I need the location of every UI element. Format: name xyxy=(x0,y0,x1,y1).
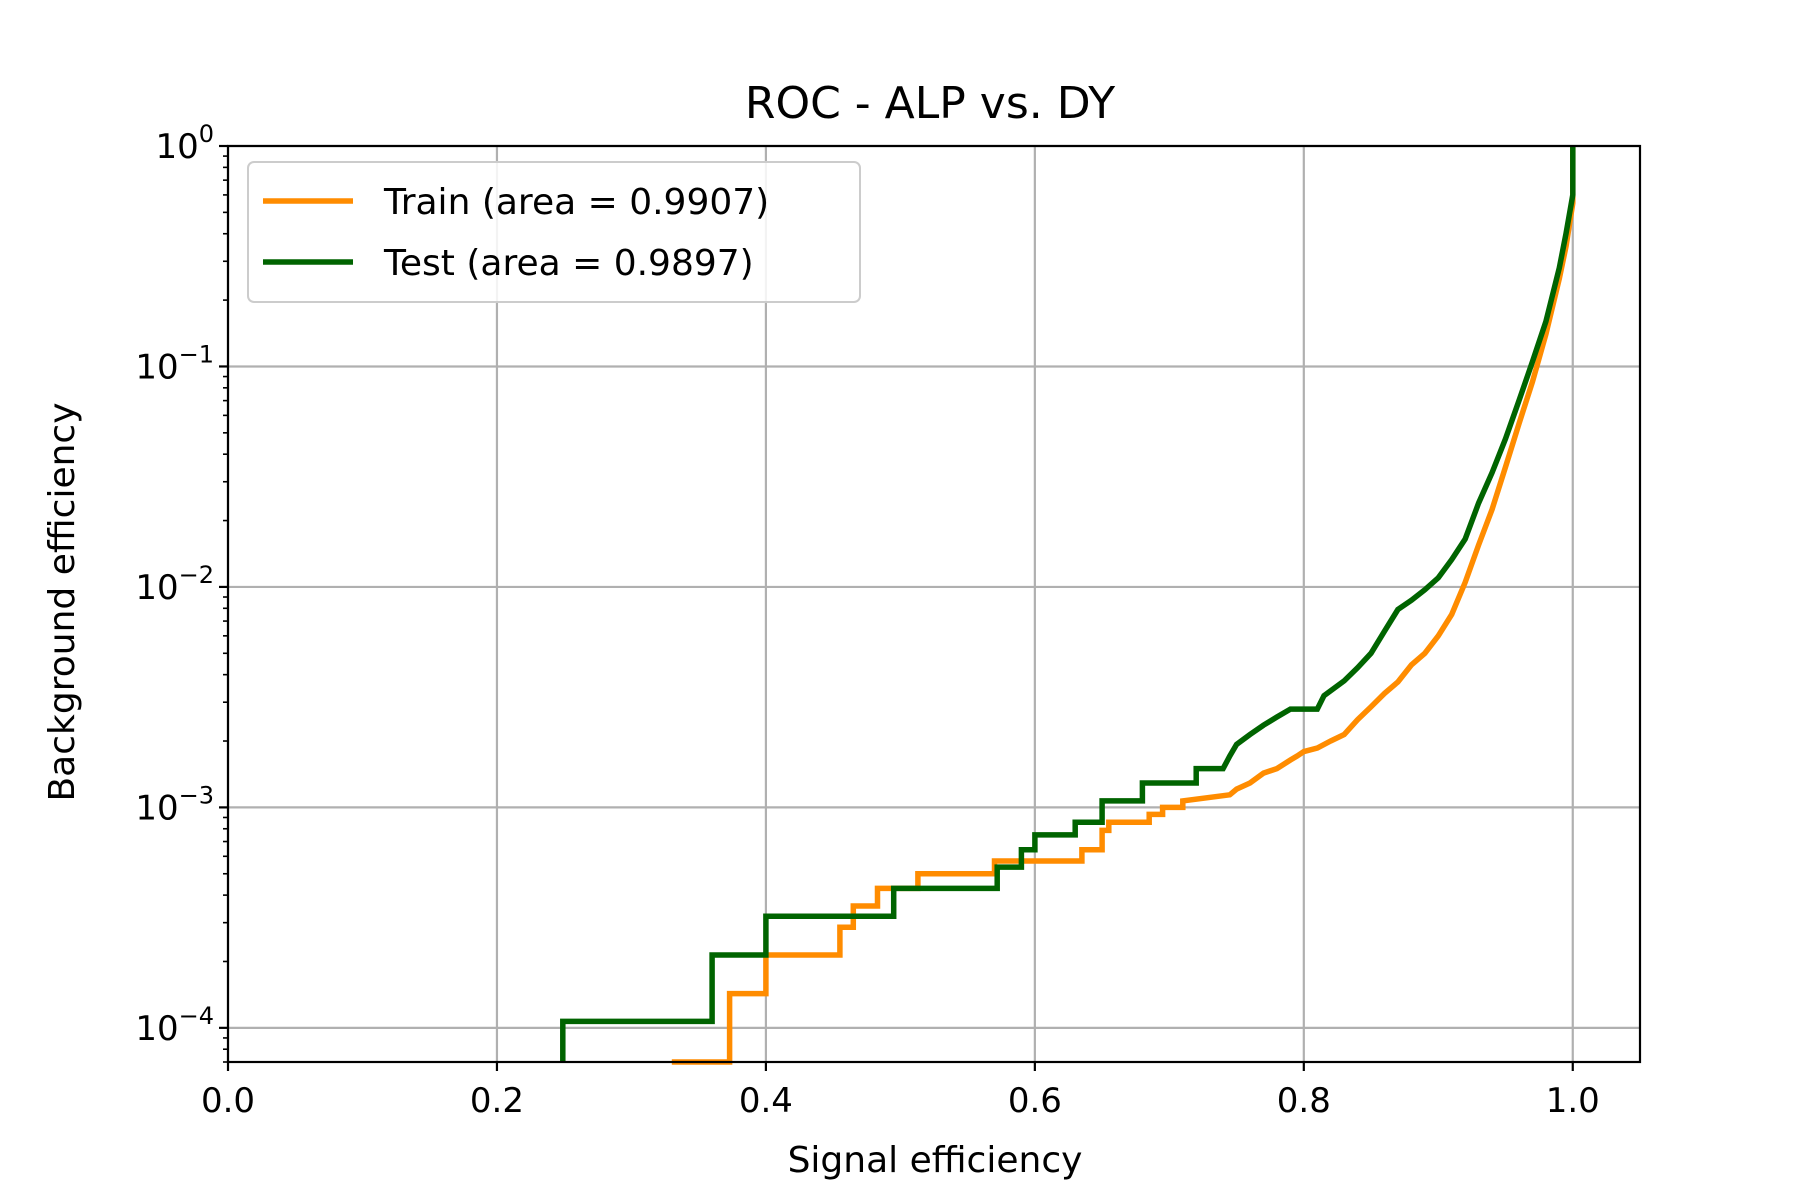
x-tick-label: 0.2 xyxy=(470,1081,524,1121)
y-tick-label: 10−2 xyxy=(135,561,214,608)
x-tick-label: 0.0 xyxy=(201,1081,255,1121)
series-layer xyxy=(560,146,1576,1065)
y-tick-label: 10−4 xyxy=(135,1002,214,1049)
y-tick-label: 100 xyxy=(155,120,214,167)
train-roc-curve xyxy=(671,146,1576,1065)
chart-title: ROC - ALP vs. DY xyxy=(745,78,1115,129)
legend-label-train: Train (area = 0.9907) xyxy=(383,182,769,223)
legend-box xyxy=(247,161,861,303)
x-axis-title: Signal efficiency xyxy=(788,1140,1083,1181)
y-axis-title: Background efficiency xyxy=(42,402,83,801)
x-tick-label: 0.8 xyxy=(1277,1081,1331,1121)
ticks-layer: 0.0 0.2 0.4 0.6 0.8 1.0 10−4 10−3 10−2 10−1 100 xyxy=(135,120,1599,1121)
x-tick-label: 0.6 xyxy=(1008,1081,1062,1121)
plot-frame xyxy=(226,144,1642,1064)
legend-label-test: Test (area = 0.9897) xyxy=(383,243,754,284)
legend: Train (area = 0.9907) Test (area = 0.989… xyxy=(247,161,861,303)
y-tick-label: 10−1 xyxy=(135,340,214,387)
x-tick-label: 1.0 xyxy=(1546,1081,1600,1121)
y-tick-label: 10−3 xyxy=(135,781,214,828)
test-roc-curve xyxy=(560,146,1576,1062)
x-tick-label: 0.4 xyxy=(739,1081,793,1121)
